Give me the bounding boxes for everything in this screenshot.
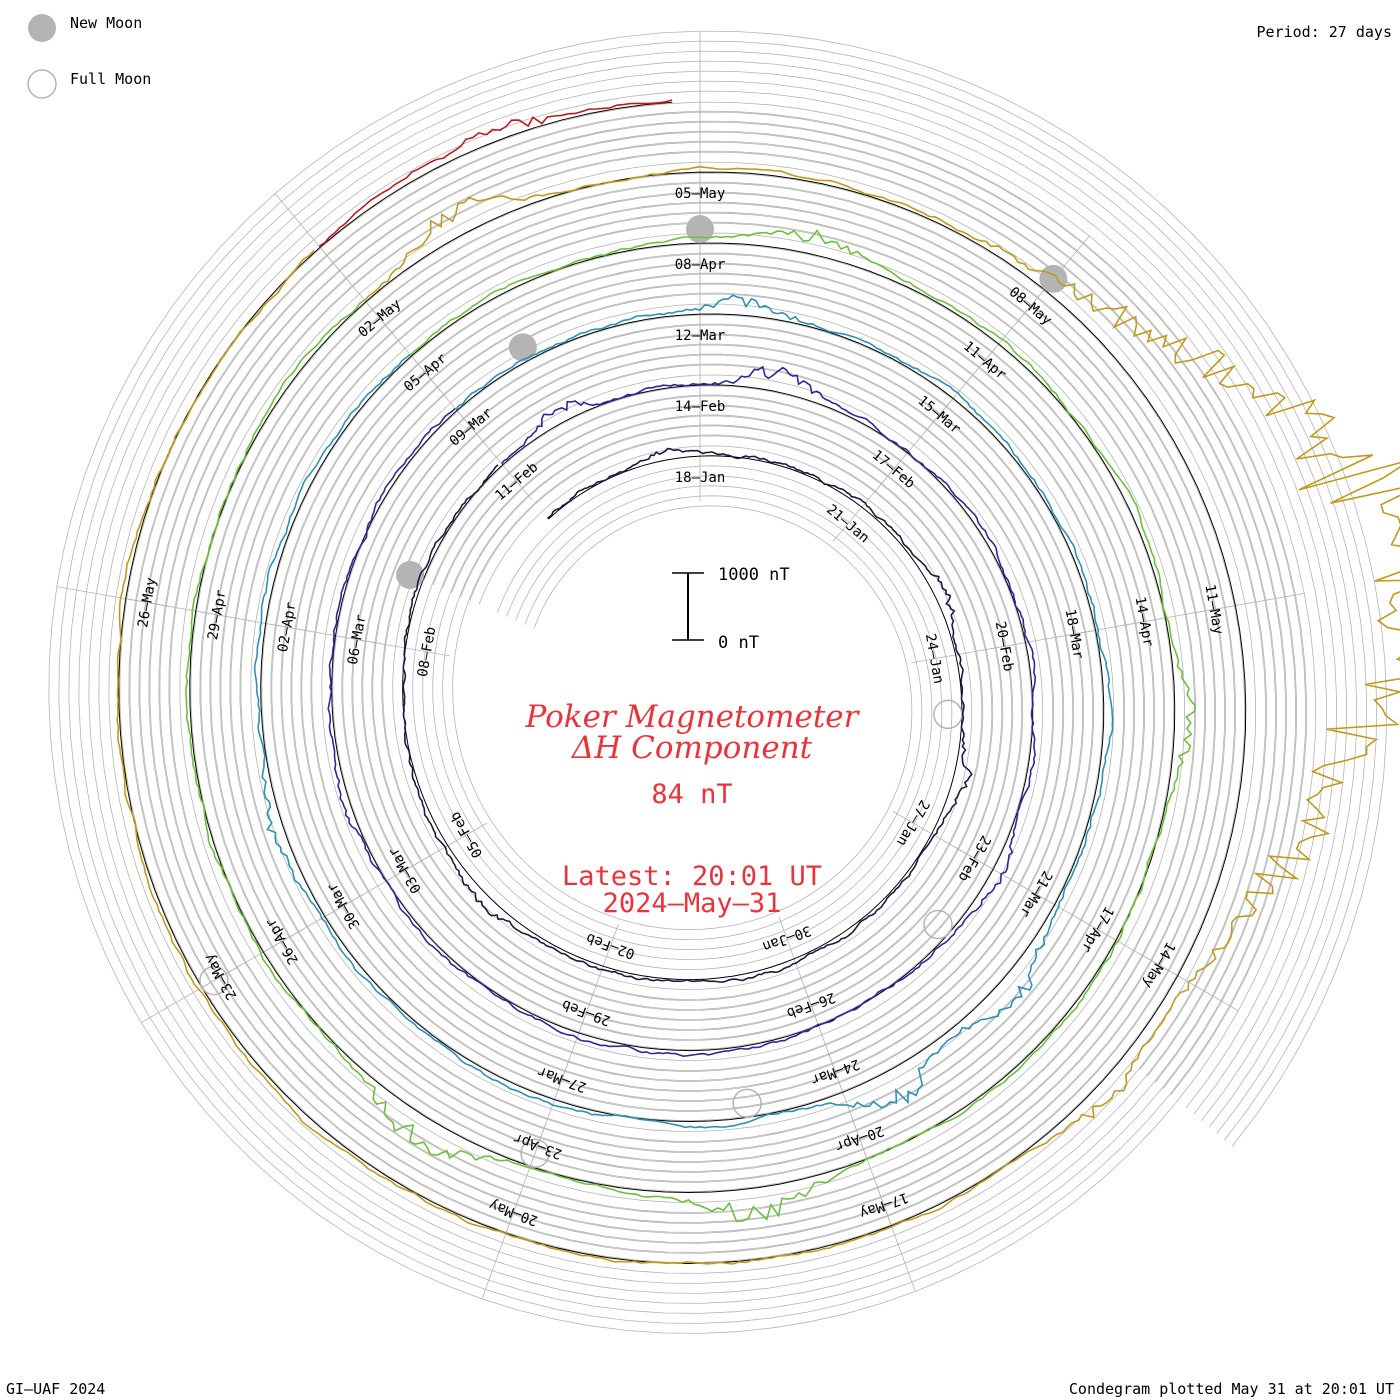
chart-title-line1: Poker Magnetometer bbox=[525, 699, 861, 735]
full-moon-marker bbox=[923, 909, 953, 940]
new-moon-marker bbox=[686, 215, 714, 244]
full-moon-legend-icon bbox=[27, 69, 57, 99]
date-label: 11–May bbox=[1201, 583, 1226, 636]
guide-spiral bbox=[128, 110, 1308, 1254]
new-moon-marker bbox=[508, 333, 537, 362]
trace-rotation-4 bbox=[185, 229, 1196, 1223]
radial-spoke bbox=[875, 1183, 916, 1292]
scale-bottom-label: 0 nT bbox=[718, 633, 759, 653]
date-label: 18–Jan bbox=[675, 470, 726, 486]
date-label: 30–Jan bbox=[760, 922, 813, 954]
trace-rotation-2 bbox=[327, 365, 1037, 1058]
radial-spoke bbox=[56, 586, 171, 607]
guide-spiral bbox=[138, 120, 1298, 1244]
new-moon-marker bbox=[396, 560, 425, 589]
guide-spiral bbox=[68, 50, 1368, 1314]
date-label: 20–Apr bbox=[833, 1122, 886, 1154]
current-value: 84 nT bbox=[651, 779, 732, 810]
date-label: 12–Mar bbox=[675, 328, 726, 344]
date-label: 21–Jan bbox=[823, 502, 872, 547]
date-label: 14–Feb bbox=[675, 399, 726, 415]
chart-title-line2: ΔH Component bbox=[571, 730, 813, 766]
guide-spiral bbox=[148, 130, 1288, 1234]
guide-spiral bbox=[88, 70, 1348, 1294]
full-moon-marker bbox=[520, 1138, 550, 1168]
magnetometer-traces bbox=[116, 99, 1400, 1265]
radial-spoke bbox=[1191, 593, 1305, 614]
scale-bar bbox=[672, 572, 704, 641]
guide-spiral bbox=[168, 150, 1268, 1214]
footer-plotted: Condegram plotted May 31 at 20:01 UT bbox=[1069, 1380, 1394, 1398]
trace-rotation-3 bbox=[253, 294, 1114, 1129]
scale-top-label: 1000 nT bbox=[718, 565, 790, 585]
full-moon-marker bbox=[199, 965, 229, 996]
radial-spoke bbox=[141, 964, 242, 1023]
date-label: 08–Apr bbox=[675, 257, 726, 273]
full-moon-legend-label: Full Moon bbox=[70, 70, 151, 88]
new-moon-marker bbox=[1039, 264, 1068, 293]
date-label: 08–Feb bbox=[415, 626, 440, 679]
guide-spiral bbox=[48, 30, 1388, 1334]
radial-spoke bbox=[274, 193, 350, 282]
grid-layer bbox=[48, 30, 1388, 1334]
radial-spoke bbox=[481, 1190, 522, 1300]
new-moon-legend-label: New Moon bbox=[70, 14, 142, 32]
guide-spiral bbox=[98, 80, 1338, 1284]
full-moon-marker bbox=[933, 699, 963, 730]
guide-spiral bbox=[58, 40, 1378, 1324]
guide-spiral bbox=[108, 90, 1328, 1274]
period-label: Period: 27 days bbox=[1257, 23, 1392, 41]
guide-spiral bbox=[78, 60, 1358, 1304]
trace-rotation-5 bbox=[116, 165, 1400, 1265]
latest-time: Latest: 20:01 UT bbox=[562, 861, 822, 892]
latest-date: 2024–May–31 bbox=[603, 888, 782, 919]
new-moon-legend-icon bbox=[28, 14, 56, 42]
date-label: 02–Feb bbox=[584, 929, 637, 961]
footer-credit: GI–UAF 2024 bbox=[6, 1380, 105, 1398]
trace-rotation-6 bbox=[318, 99, 673, 247]
trace-rotation-1 bbox=[402, 447, 973, 983]
date-label: 05–May bbox=[675, 186, 726, 202]
full-moon-marker bbox=[732, 1088, 762, 1119]
guide-spiral bbox=[158, 140, 1278, 1224]
